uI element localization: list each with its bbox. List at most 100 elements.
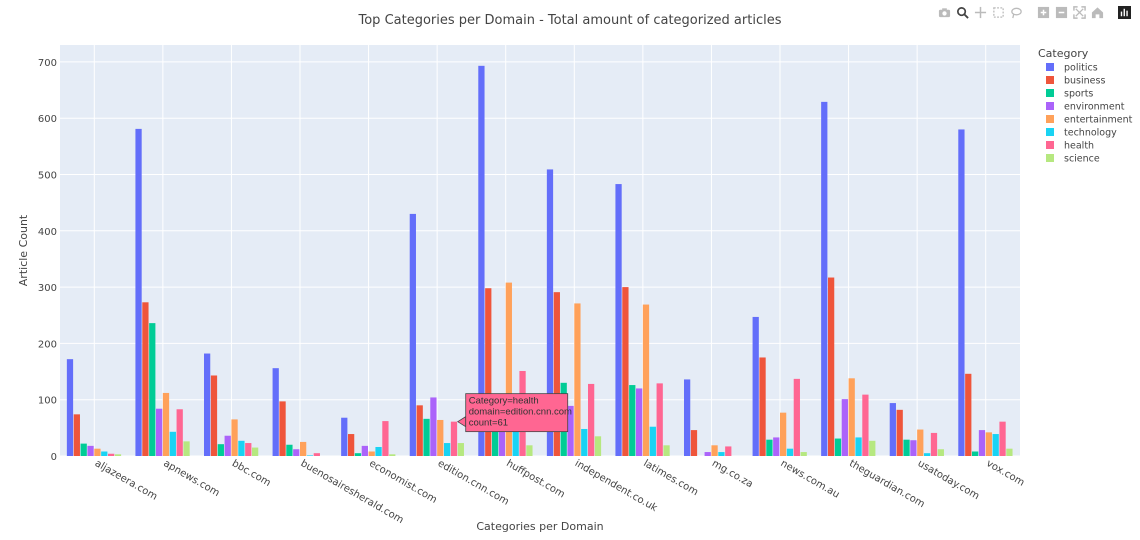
bar-science[interactable]	[457, 443, 464, 456]
bar-health[interactable]	[999, 421, 1006, 456]
bar-sports[interactable]	[423, 418, 430, 456]
bar-politics[interactable]	[409, 213, 416, 456]
bar-environment[interactable]	[567, 405, 574, 456]
bar-entertainment[interactable]	[368, 451, 375, 456]
bar-science[interactable]	[252, 447, 259, 456]
bar-technology[interactable]	[924, 453, 931, 456]
bar-health[interactable]	[382, 421, 389, 456]
bar-entertainment[interactable]	[642, 304, 650, 456]
bar-environment[interactable]	[704, 452, 711, 456]
bar-business[interactable]	[210, 375, 218, 456]
bar-science[interactable]	[389, 454, 396, 456]
bar-entertainment[interactable]	[574, 303, 581, 456]
bar-technology[interactable]	[512, 422, 519, 456]
bar-entertainment[interactable]	[780, 412, 787, 456]
bar-environment[interactable]	[224, 435, 231, 456]
bar-science[interactable]	[800, 452, 807, 456]
plotly-logo-icon[interactable]	[1117, 5, 1132, 20]
bar-business[interactable]	[73, 414, 80, 456]
zoom-out-icon[interactable]	[1054, 5, 1069, 20]
bar-technology[interactable]	[444, 443, 451, 456]
zoom-icon[interactable]	[955, 5, 970, 20]
bar-business[interactable]	[142, 302, 149, 456]
bar-environment[interactable]	[978, 430, 986, 456]
bar-entertainment[interactable]	[162, 392, 170, 456]
bar-technology[interactable]	[101, 451, 108, 456]
bar-entertainment[interactable]	[300, 441, 307, 456]
bar-health[interactable]	[862, 394, 869, 456]
bar-health[interactable]	[176, 409, 183, 456]
bar-health[interactable]	[245, 443, 252, 456]
box-select-icon[interactable]	[991, 5, 1006, 20]
bar-business[interactable]	[759, 357, 766, 456]
bar-environment[interactable]	[156, 408, 163, 456]
bar-sports[interactable]	[972, 451, 979, 456]
bar-business[interactable]	[279, 401, 286, 456]
bar-environment[interactable]	[636, 388, 643, 456]
bar-sports[interactable]	[286, 444, 293, 456]
bar-entertainment[interactable]	[917, 429, 924, 456]
bar-science[interactable]	[869, 440, 876, 456]
bar-sports[interactable]	[834, 438, 842, 456]
bar-technology[interactable]	[786, 448, 794, 456]
bar-science[interactable]	[1006, 448, 1013, 456]
bar-sports[interactable]	[149, 323, 156, 456]
bar-politics[interactable]	[615, 184, 622, 456]
bar-politics[interactable]	[752, 316, 759, 456]
bar-business[interactable]	[485, 288, 492, 456]
bar-technology[interactable]	[992, 434, 999, 456]
bar-health[interactable]	[108, 453, 115, 456]
bar-science[interactable]	[594, 436, 602, 456]
bar-sports[interactable]	[80, 443, 87, 456]
bar-health[interactable]	[588, 383, 595, 456]
bar-politics[interactable]	[478, 65, 485, 456]
bar-politics[interactable]	[66, 359, 74, 456]
lasso-select-icon[interactable]	[1009, 5, 1024, 20]
bar-business[interactable]	[828, 277, 835, 456]
bar-entertainment[interactable]	[985, 432, 992, 456]
bar-environment[interactable]	[773, 437, 780, 456]
bar-politics[interactable]	[272, 368, 279, 456]
bar-science[interactable]	[663, 445, 670, 456]
legend-item-business[interactable]: business	[1046, 76, 1105, 87]
bar-environment[interactable]	[430, 397, 437, 456]
bar-business[interactable]	[348, 434, 355, 456]
legend-item-politics[interactable]: politics	[1046, 63, 1098, 74]
bar-science[interactable]	[526, 445, 533, 456]
bar-health[interactable]	[313, 453, 320, 456]
bar-politics[interactable]	[546, 169, 554, 456]
bar-business[interactable]	[896, 409, 903, 456]
bar-business[interactable]	[416, 405, 423, 456]
bar-technology[interactable]	[718, 452, 725, 456]
bar-politics[interactable]	[135, 128, 142, 456]
bar-health[interactable]	[930, 432, 938, 456]
bar-entertainment[interactable]	[437, 419, 444, 456]
bar-entertainment[interactable]	[505, 282, 512, 456]
bar-politics[interactable]	[821, 101, 828, 456]
bar-sports[interactable]	[217, 444, 224, 456]
bar-science[interactable]	[114, 454, 122, 456]
bar-entertainment[interactable]	[231, 419, 238, 456]
bar-environment[interactable]	[498, 422, 506, 456]
plot-area[interactable]	[60, 45, 1020, 456]
bar-entertainment[interactable]	[711, 445, 718, 456]
bar-business[interactable]	[690, 430, 698, 456]
legend-item-technology[interactable]: technology	[1046, 128, 1117, 139]
bar-politics[interactable]	[889, 403, 896, 456]
bar-sports[interactable]	[766, 439, 773, 456]
legend-item-entertainment[interactable]: entertainment	[1046, 115, 1133, 126]
bar-business[interactable]	[553, 292, 560, 456]
bar-environment[interactable]	[361, 445, 368, 456]
bar-health[interactable]	[656, 383, 663, 456]
bar-sports[interactable]	[903, 439, 910, 456]
bar-technology[interactable]	[649, 426, 656, 456]
legend-item-science[interactable]: science	[1046, 154, 1100, 165]
bar-politics[interactable]	[341, 417, 348, 456]
reset-axes-icon[interactable]	[1090, 5, 1105, 20]
bar-environment[interactable]	[841, 399, 848, 456]
bar-business[interactable]	[622, 287, 629, 456]
bar-technology[interactable]	[238, 440, 245, 456]
bar-environment[interactable]	[293, 449, 300, 456]
camera-icon[interactable]	[937, 5, 952, 20]
bar-health[interactable]	[793, 378, 800, 456]
